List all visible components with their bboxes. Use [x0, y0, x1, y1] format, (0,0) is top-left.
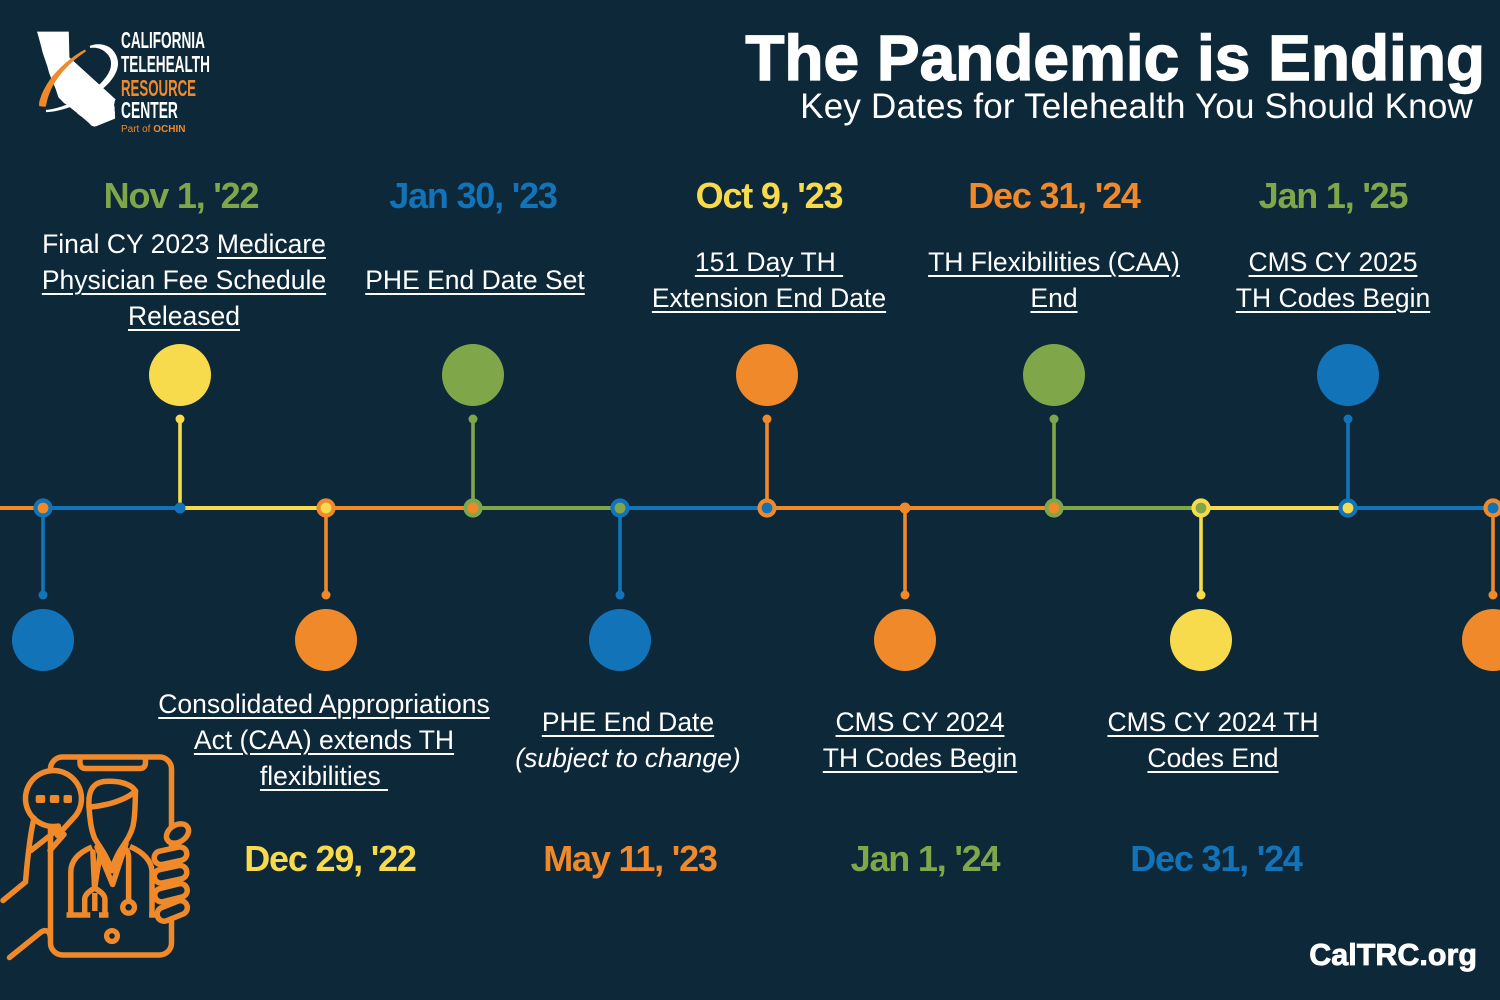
svg-text:TELEHEALTH: TELEHEALTH [121, 52, 210, 78]
svg-text:RESOURCE: RESOURCE [121, 76, 196, 102]
svg-text:CALIFORNIA: CALIFORNIA [121, 28, 205, 54]
svg-text:Part of OCHIN: Part of OCHIN [121, 124, 185, 135]
svg-text:CENTER: CENTER [121, 99, 178, 125]
